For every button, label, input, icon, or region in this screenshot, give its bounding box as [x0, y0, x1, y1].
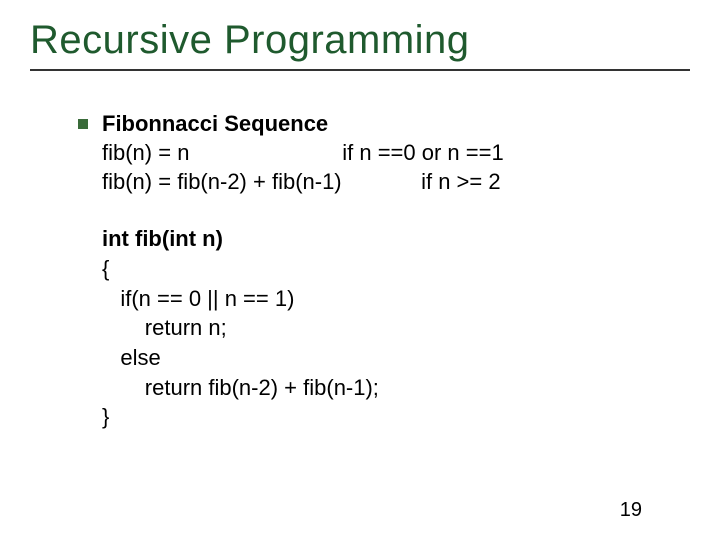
- definition-line-1: fib(n) = n if n ==0 or n ==1: [78, 139, 690, 168]
- code-line: if(n == 0 || n == 1): [78, 284, 690, 314]
- section-heading: Fibonnacci Sequence: [102, 111, 328, 137]
- bullet-item: Fibonnacci Sequence: [78, 111, 690, 137]
- slide-title: Recursive Programming: [30, 18, 690, 63]
- code-line: return fib(n-2) + fib(n-1);: [78, 373, 690, 403]
- square-bullet-icon: [78, 119, 88, 129]
- definition-line-2: fib(n) = fib(n-2) + fib(n-1) if n >= 2: [78, 168, 690, 197]
- spacer: [78, 196, 690, 224]
- code-line: int fib(int n): [78, 224, 690, 254]
- title-rule: Recursive Programming: [30, 18, 690, 71]
- code-line: {: [78, 254, 690, 284]
- page-number: 19: [620, 499, 642, 522]
- slide-content: Fibonnacci Sequence fib(n) = n if n ==0 …: [30, 111, 690, 432]
- code-line: else: [78, 343, 690, 373]
- slide: Recursive Programming Fibonnacci Sequenc…: [0, 0, 720, 540]
- code-line: return n;: [78, 313, 690, 343]
- code-line: }: [78, 402, 690, 432]
